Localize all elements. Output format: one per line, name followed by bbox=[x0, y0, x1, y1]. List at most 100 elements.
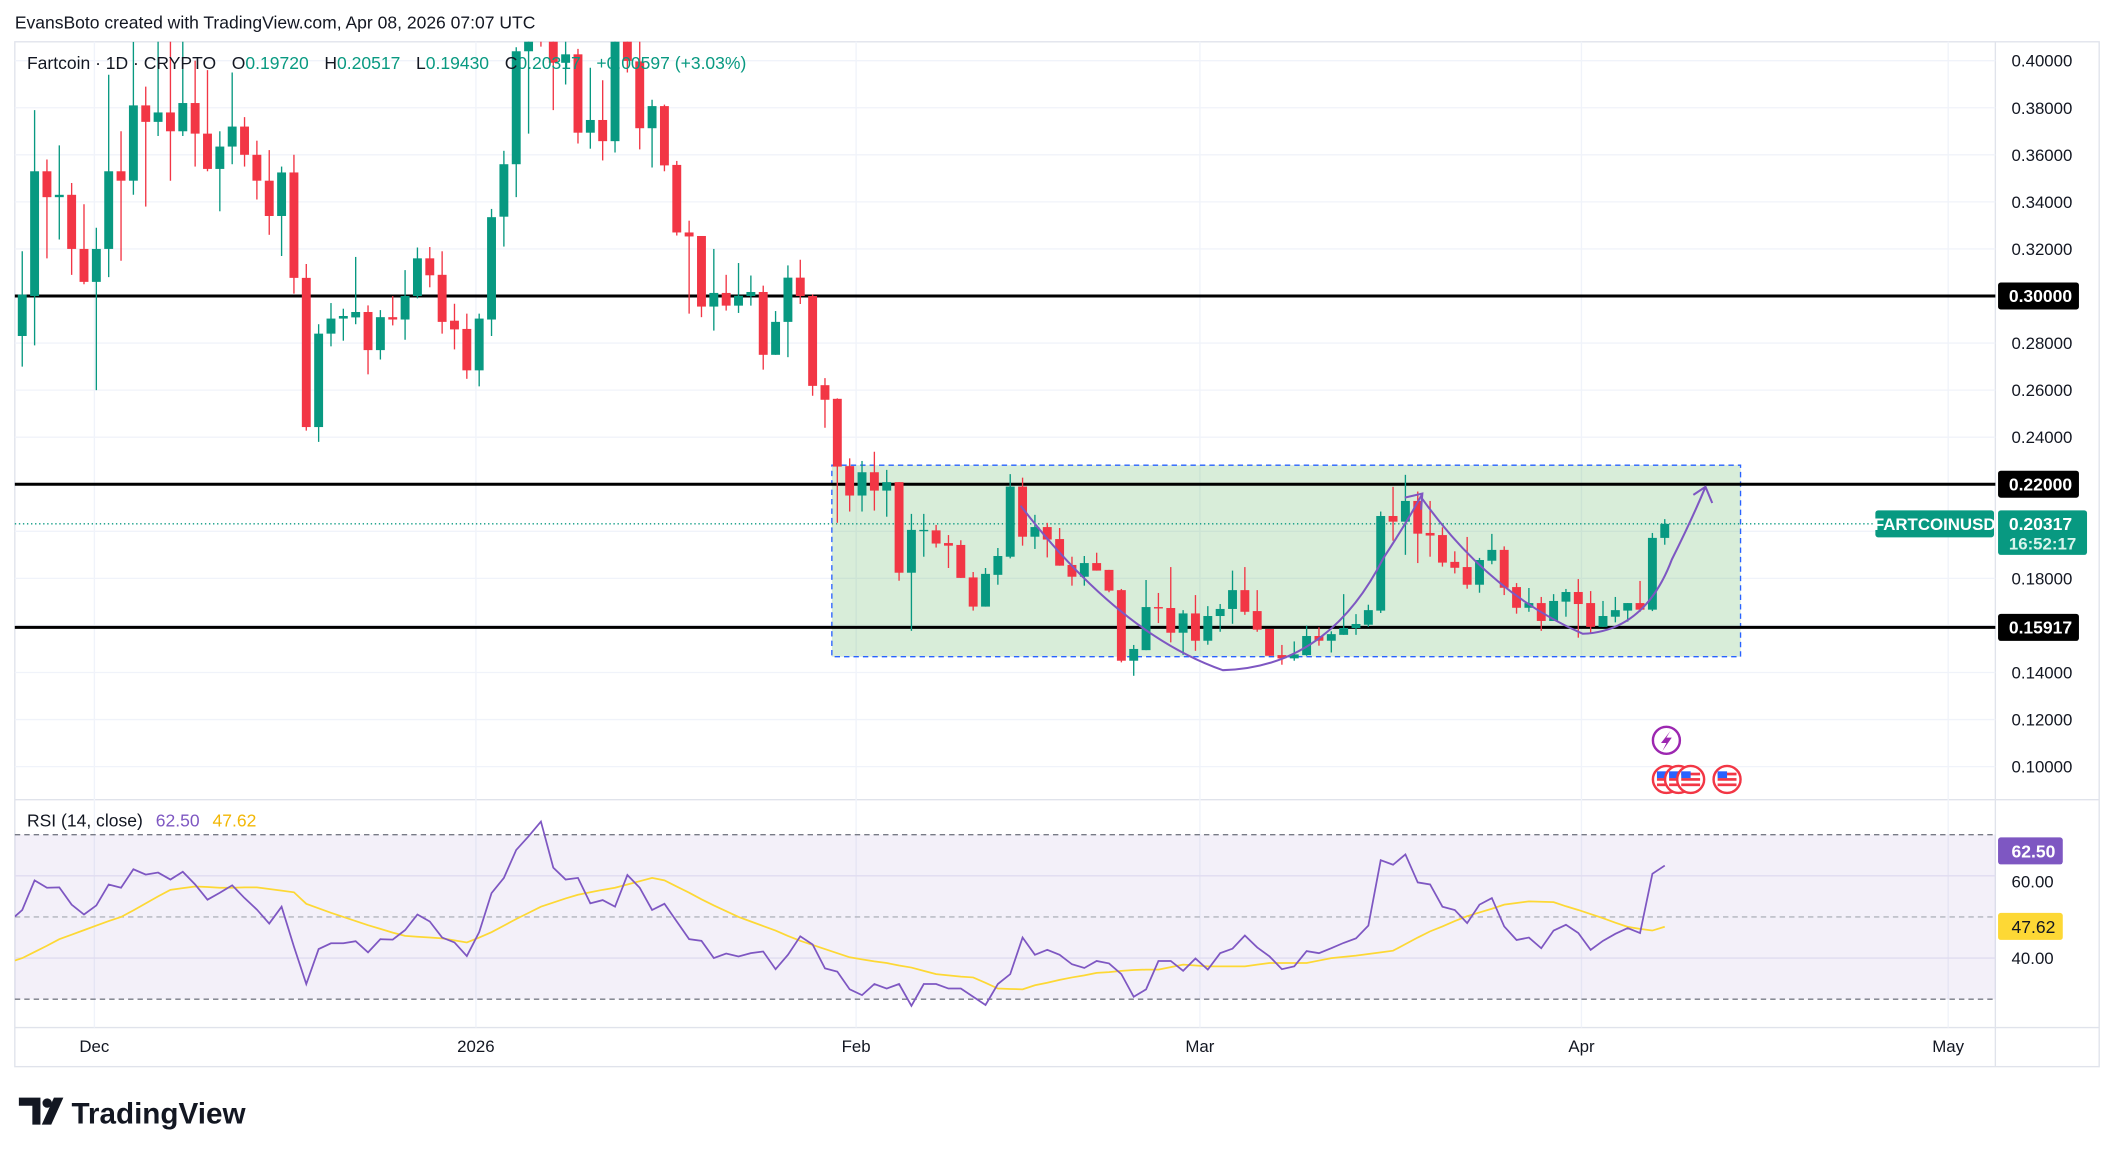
open-label: O bbox=[232, 53, 246, 73]
candle bbox=[67, 183, 77, 275]
candle-body bbox=[1450, 561, 1460, 568]
candle bbox=[1141, 580, 1151, 651]
price-tick-label: 0.32000 bbox=[2012, 240, 2073, 259]
candle bbox=[1129, 644, 1139, 676]
curve-drawings[interactable] bbox=[1019, 485, 1714, 672]
arrow-head-2 bbox=[1692, 485, 1714, 504]
high-value: 0.20517 bbox=[337, 53, 400, 73]
candle bbox=[944, 535, 953, 569]
candle-body bbox=[734, 295, 743, 306]
candle bbox=[1289, 641, 1299, 661]
rsi-levels bbox=[14, 834, 1996, 1000]
candle bbox=[968, 572, 978, 611]
candle bbox=[437, 251, 447, 334]
candle bbox=[906, 513, 916, 631]
candle-body bbox=[91, 248, 101, 282]
time-label: Mar bbox=[1185, 1037, 1214, 1056]
candle-body bbox=[153, 112, 163, 122]
candle-body bbox=[67, 194, 77, 249]
candle-body bbox=[1178, 613, 1188, 633]
candle-body bbox=[1240, 590, 1250, 612]
symbol-badge-text: FARTCOINUSD bbox=[1874, 515, 1996, 534]
candle bbox=[264, 150, 274, 235]
events[interactable] bbox=[1651, 725, 1742, 795]
candle-body bbox=[1351, 624, 1361, 629]
time-axis-labels[interactable]: Dec 2026 Feb Mar Apr May bbox=[79, 1037, 1964, 1056]
candle bbox=[1462, 536, 1472, 589]
candle bbox=[338, 308, 348, 341]
candle bbox=[240, 117, 249, 167]
candle-body bbox=[141, 105, 151, 122]
candle bbox=[1339, 594, 1349, 635]
price-tick-label: 0.18000 bbox=[2012, 569, 2073, 588]
cup-curve-1[interactable] bbox=[1019, 493, 1424, 672]
candle-body bbox=[1042, 527, 1052, 540]
price-tick-label: 0.14000 bbox=[2012, 664, 2073, 683]
candle-body bbox=[487, 217, 496, 320]
candle bbox=[622, 41, 632, 73]
candle bbox=[882, 469, 892, 517]
cup-curve-2[interactable] bbox=[1421, 486, 1707, 635]
candle-body bbox=[635, 61, 645, 129]
hline-price-badge bbox=[1998, 470, 2079, 498]
candle-body bbox=[820, 385, 830, 400]
us-flag-event-icon[interactable] bbox=[1675, 764, 1706, 795]
symbol-label[interactable]: Fartcoin · 1D · CRYPTO bbox=[27, 53, 216, 73]
candle-body bbox=[104, 171, 114, 249]
candle bbox=[1388, 486, 1398, 541]
candle bbox=[400, 270, 410, 340]
candle-body bbox=[511, 51, 521, 165]
candle bbox=[1079, 556, 1089, 586]
candle-body bbox=[697, 235, 706, 307]
candle-body bbox=[1153, 607, 1163, 609]
candle-body bbox=[944, 543, 953, 546]
candle-body bbox=[919, 529, 929, 532]
candle-body bbox=[1203, 616, 1213, 641]
time-label: Feb bbox=[842, 1037, 871, 1056]
candle bbox=[820, 378, 830, 428]
candle bbox=[1191, 595, 1200, 651]
candle bbox=[561, 41, 571, 85]
hline-price-badge bbox=[1998, 613, 2079, 641]
candle-body bbox=[1549, 600, 1559, 621]
hline-price-badge bbox=[1998, 282, 2079, 310]
candle bbox=[1116, 588, 1126, 663]
candle bbox=[1660, 519, 1670, 545]
candle-body bbox=[931, 530, 941, 544]
candle-body bbox=[178, 103, 188, 132]
candle-body bbox=[1475, 560, 1484, 585]
candle-body bbox=[165, 112, 175, 132]
candle-body bbox=[573, 54, 583, 133]
rsi-ma-legend-value: 47.62 bbox=[213, 811, 257, 831]
candle-body bbox=[1462, 567, 1472, 585]
horizontal-lines[interactable] bbox=[14, 294, 1996, 629]
candle bbox=[758, 285, 768, 370]
candle bbox=[1623, 603, 1633, 622]
candle-body bbox=[659, 106, 669, 166]
candle-body bbox=[1425, 532, 1435, 536]
candle-body bbox=[1092, 563, 1102, 571]
candle bbox=[993, 548, 1003, 585]
us-flag-event-icon[interactable] bbox=[1712, 764, 1742, 795]
candle bbox=[351, 256, 361, 325]
time-label: Apr bbox=[1568, 1037, 1595, 1056]
rsi-legend[interactable]: RSI (14, close) 62.50 47.62 bbox=[27, 811, 256, 831]
candle-body bbox=[832, 398, 842, 467]
ohlc-legend: Fartcoin · 1D · CRYPTO O0.19720 H0.20517… bbox=[27, 53, 746, 73]
candle-body bbox=[684, 232, 694, 237]
price-axis-ticks[interactable]: 0.40000 0.38000 0.36000 0.34000 0.32000 0.280… bbox=[2012, 52, 2073, 777]
tradingview-logo[interactable]: TradingView bbox=[18, 1097, 247, 1130]
candle bbox=[1586, 591, 1596, 634]
candle bbox=[659, 104, 669, 172]
candle bbox=[165, 41, 175, 181]
candle-body bbox=[252, 154, 262, 181]
candle-body bbox=[1363, 610, 1373, 625]
candle bbox=[128, 41, 138, 195]
candle bbox=[1326, 631, 1336, 653]
candle bbox=[474, 313, 484, 387]
lightning-event-icon[interactable] bbox=[1651, 725, 1682, 756]
candle bbox=[709, 248, 719, 331]
high-label: H bbox=[324, 53, 337, 73]
candle bbox=[808, 294, 818, 396]
